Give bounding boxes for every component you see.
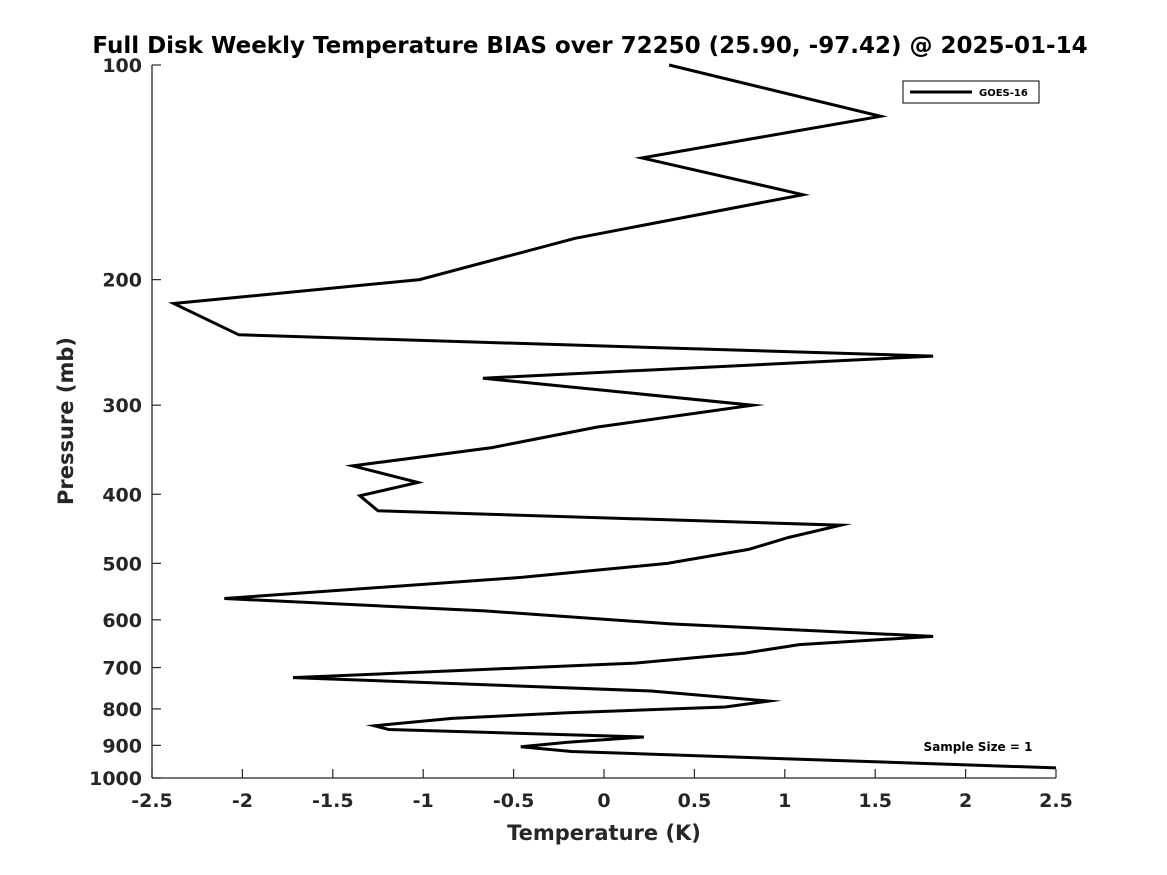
x-tick-label: 1 [778,790,791,812]
y-tick-label: 500 [102,553,142,575]
series-line-goes-16 [168,63,1057,770]
x-axis-label: Temperature (K) [507,821,701,845]
x-tick-label: -2.5 [131,790,173,812]
y-tick-label: 400 [102,484,142,506]
sample-size-annotation: Sample Size = 1 [924,740,1033,754]
x-tick-label: 2.5 [1039,790,1073,812]
x-tick-label: -2 [232,790,253,812]
y-tick-label: 1000 [89,768,142,790]
y-tick-label: 800 [102,699,142,721]
x-tick-label: 2 [959,790,972,812]
y-tick-label: 100 [102,55,142,77]
y-tick-label: 700 [102,658,142,680]
x-tick-label: -1 [413,790,434,812]
x-tick-label: -1.5 [312,790,354,812]
x-tick-label: 0 [597,790,610,812]
x-tick-label: 0.5 [678,790,712,812]
legend: GOES-16 [902,80,1040,104]
x-tick-label: -0.5 [493,790,535,812]
plot-area [151,63,1057,779]
y-tick-label: 900 [102,735,142,757]
y-axis-ticks: 100 200 300 400 500 600 700 800 900 1000 [89,55,161,790]
x-axis-ticks: -2.5 -2 -1.5 -1 -0.5 0 0.5 1 1.5 2 2.5 [131,769,1073,812]
chart-title: Full Disk Weekly Temperature BIAS over 7… [92,33,1087,59]
y-tick-label: 200 [102,270,142,292]
x-tick-label: 1.5 [858,790,892,812]
y-tick-label: 600 [102,610,142,632]
y-tick-label: 300 [102,395,142,417]
legend-entry-label: GOES-16 [979,88,1028,99]
y-axis-label: Pressure (mb) [54,337,78,505]
